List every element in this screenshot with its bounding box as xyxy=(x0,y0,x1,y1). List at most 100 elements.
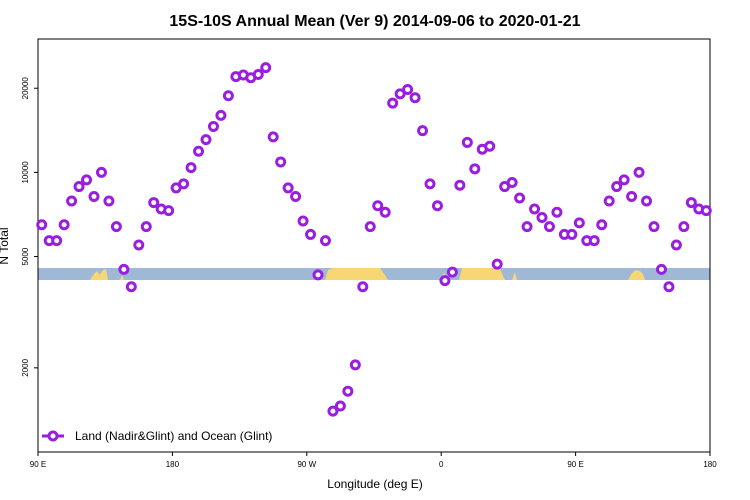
data-point xyxy=(573,217,585,229)
data-point xyxy=(357,281,369,293)
legend-entry-label: Land (Nadir&Glint) and Ocean (Glint) xyxy=(75,429,272,443)
data-point xyxy=(364,221,376,233)
data-point xyxy=(566,228,578,240)
data-point xyxy=(394,88,406,100)
x-tick-label: 90 E xyxy=(30,460,46,469)
data-point xyxy=(133,239,145,251)
x-tick-label: 90 W xyxy=(297,460,316,469)
data-point xyxy=(275,156,287,168)
data-point xyxy=(349,359,361,371)
data-point xyxy=(521,221,533,233)
axes-group: 90 E 180 90 W 0 90 E 180 2000 5000 10000 20000 xyxy=(21,38,717,469)
data-point xyxy=(305,228,317,240)
data-point xyxy=(193,145,205,157)
data-point xyxy=(663,281,675,293)
y-tick-label: 5000 xyxy=(21,247,30,265)
data-point xyxy=(372,200,384,212)
y-tick-label: 10000 xyxy=(21,161,30,184)
land-fill-4 xyxy=(459,268,505,280)
data-point xyxy=(260,62,272,74)
chart-title: 15S-10S Annual Mean (Ver 9) 2014-09-06 t… xyxy=(169,13,580,30)
data-point xyxy=(543,221,555,233)
data-point xyxy=(529,203,541,215)
data-point xyxy=(484,140,496,152)
points-group xyxy=(36,62,712,417)
data-point xyxy=(461,136,473,148)
legend-marker xyxy=(47,430,59,442)
data-point xyxy=(439,275,451,287)
y-axis-label: N Total xyxy=(0,227,11,264)
data-point xyxy=(290,190,302,202)
data-point xyxy=(678,221,690,233)
data-point xyxy=(379,206,391,218)
data-point xyxy=(140,221,152,233)
data-point xyxy=(110,221,122,233)
data-point xyxy=(648,221,660,233)
land-fill-0 xyxy=(90,269,108,280)
data-point xyxy=(641,195,653,207)
land-fill-6 xyxy=(628,270,645,280)
data-point xyxy=(424,178,436,190)
data-point xyxy=(297,215,309,227)
data-point xyxy=(551,206,563,218)
data-point xyxy=(215,109,227,121)
data-point xyxy=(312,269,324,281)
data-point xyxy=(185,162,197,174)
data-point xyxy=(618,174,630,186)
x-tick-label: 0 xyxy=(439,460,444,469)
data-point xyxy=(95,166,107,178)
data-point xyxy=(66,195,78,207)
data-point xyxy=(36,219,48,231)
data-point xyxy=(409,92,421,104)
data-point xyxy=(417,125,429,137)
data-point xyxy=(88,190,100,202)
data-point xyxy=(267,131,279,143)
data-point xyxy=(514,192,526,204)
data-point xyxy=(402,83,414,95)
data-point xyxy=(491,258,503,270)
data-point xyxy=(103,195,115,207)
data-point xyxy=(125,281,137,293)
data-point xyxy=(626,190,638,202)
data-point xyxy=(207,120,219,132)
data-point xyxy=(319,235,331,247)
data-point xyxy=(118,263,130,275)
y-tick-label: 20000 xyxy=(21,77,30,100)
x-tick-label: 180 xyxy=(166,460,180,469)
data-point xyxy=(73,181,85,193)
data-point xyxy=(633,166,645,178)
data-point xyxy=(200,134,212,146)
data-point xyxy=(685,197,697,209)
data-point xyxy=(700,205,712,217)
data-point xyxy=(342,385,354,397)
data-point xyxy=(51,235,63,247)
land-fill-1 xyxy=(120,275,124,280)
x-tick-label: 180 xyxy=(703,460,717,469)
data-point xyxy=(454,179,466,191)
land-fill-group xyxy=(38,268,710,280)
plot-frame xyxy=(37,38,711,453)
data-point xyxy=(588,235,600,247)
legend: Land (Nadir&Glint) and Ocean (Glint) xyxy=(42,429,272,443)
data-point xyxy=(469,163,481,175)
data-point xyxy=(603,195,615,207)
data-point xyxy=(670,239,682,251)
data-point xyxy=(81,174,93,186)
data-point xyxy=(58,219,70,231)
data-point xyxy=(446,266,458,278)
data-point xyxy=(536,211,548,223)
data-point xyxy=(148,197,160,209)
data-point xyxy=(163,205,175,217)
x-tick-label: 90 E xyxy=(567,460,583,469)
y-tick-label: 2000 xyxy=(21,358,30,376)
data-point xyxy=(596,219,608,231)
data-point xyxy=(387,97,399,109)
data-point xyxy=(334,400,346,412)
data-point xyxy=(327,405,339,417)
land-fill-2 xyxy=(325,268,388,280)
data-point xyxy=(178,178,190,190)
land-fill-5 xyxy=(512,272,517,280)
data-point xyxy=(655,263,667,275)
